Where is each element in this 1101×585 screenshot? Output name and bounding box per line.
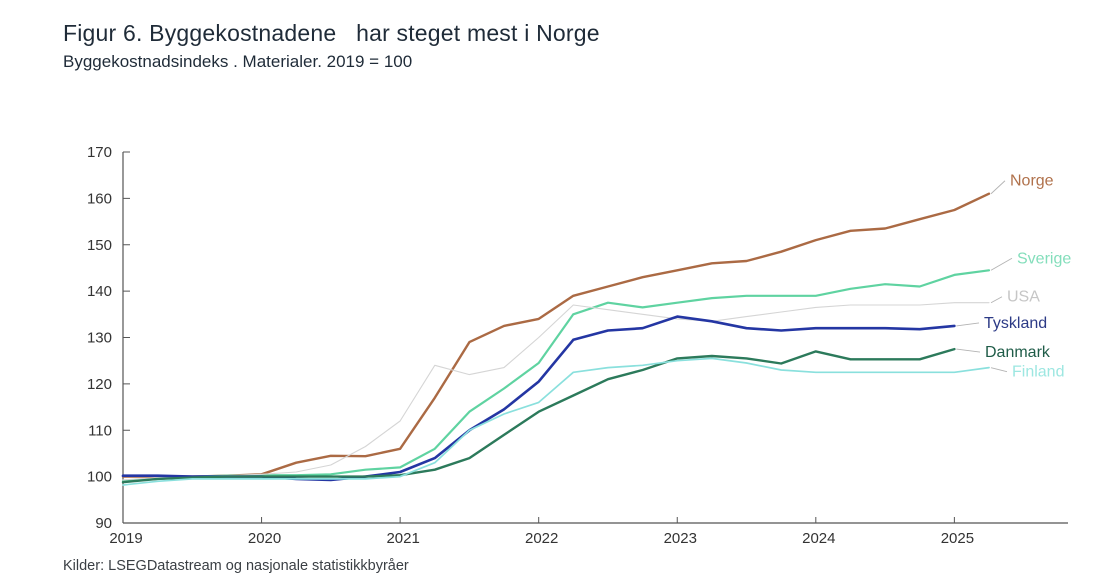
x-tick-label-2025: 2025 [941,530,974,547]
series-label-sverige: Sverige [1017,250,1071,267]
y-tick-label-110: 110 [88,422,112,439]
series-line-danmark [121,347,956,484]
series-label-norge: Norge [1010,173,1054,190]
figure-subtitle: Byggekostnadsindeks . Materialer. 2019 =… [63,52,413,71]
series-label-connector-norge [990,180,1006,195]
x-tick-label-2020: 2020 [248,530,281,547]
y-tick-label-120: 120 [87,376,112,393]
x-tick-label-2022: 2022 [525,530,558,547]
series-line-norge [121,192,991,478]
source-note: Kilder: LSEGDatastream og nasjonale stat… [63,558,409,574]
series-line-sverige [121,269,991,483]
series-line-finland [122,357,990,486]
series-label-usa: USA [1007,289,1040,306]
y-tick-label-160: 160 [87,190,112,207]
series-label-finland: Finland [1012,364,1064,381]
x-tick-label-2019: 2019 [109,530,142,547]
series-label-danmark: Danmark [985,344,1051,361]
series-label-connector-sverige [990,257,1013,271]
y-tick-label-140: 140 [87,283,112,300]
series-label-connector-finland [990,367,1008,373]
y-tick-label-150: 150 [87,237,112,254]
series-line-usa [122,302,990,481]
y-tick-label-100: 100 [87,469,112,486]
x-tick-label-2023: 2023 [664,530,697,547]
series-line-tyskland [121,315,956,482]
series-label-connector-danmark [956,348,981,353]
figure-title: Figur 6. Byggekostnadene har steget mest… [63,20,600,46]
y-tick-label-130: 130 [87,330,112,347]
series-label-tyskland: Tyskland [984,315,1047,332]
y-tick-label-170: 170 [87,144,112,161]
x-tick-label-2024: 2024 [802,530,835,547]
y-tick-label-90: 90 [95,515,112,532]
x-tick-label-2021: 2021 [386,530,419,547]
series-label-connector-usa [990,296,1003,304]
series-label-connector-tyskland [956,322,980,327]
